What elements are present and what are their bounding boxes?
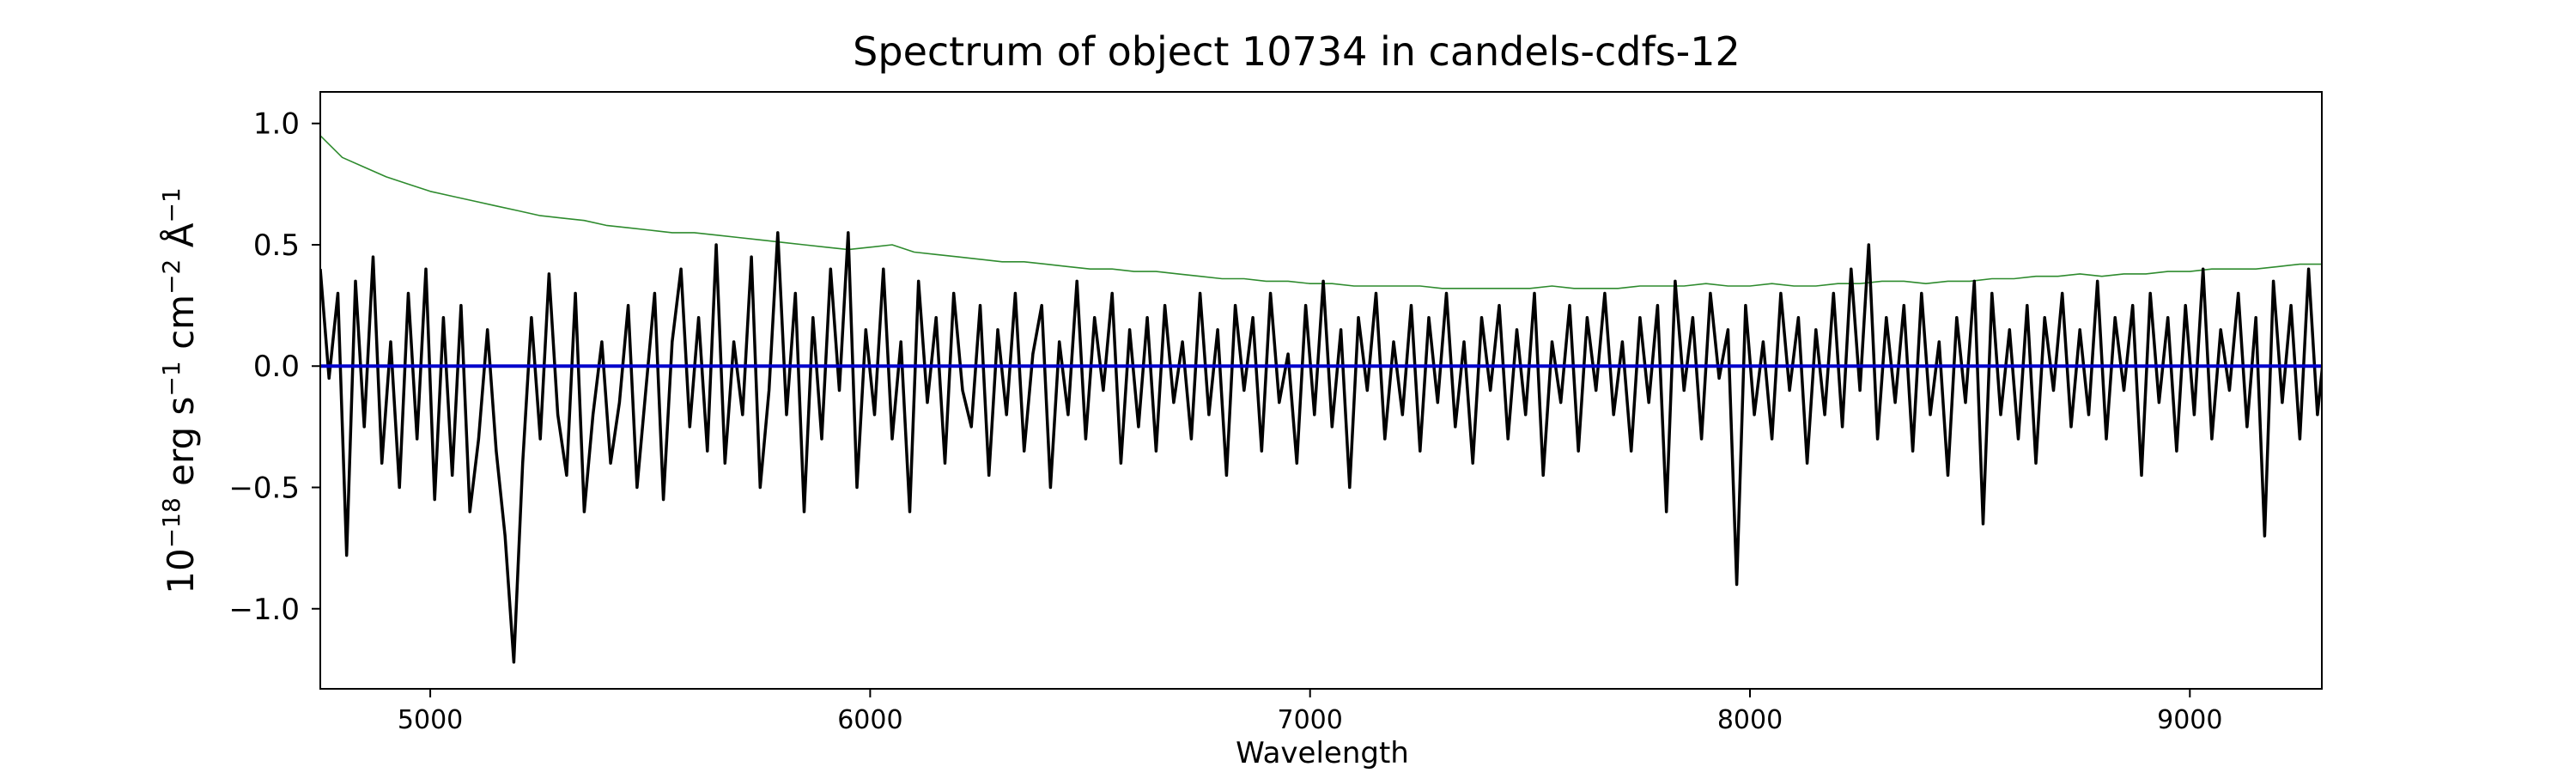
plot-area	[320, 135, 2322, 664]
y-label-text: 10	[160, 548, 202, 593]
y-tick-label: 0.0	[253, 350, 300, 384]
x-tick-label: 6000	[837, 705, 902, 735]
chart-title: Spectrum of object 10734 in candels-cdfs…	[853, 28, 1741, 75]
flux-line	[320, 231, 2322, 664]
y-tick-label: 1.0	[253, 107, 300, 142]
y-label-exponent: −1	[157, 361, 185, 396]
y-axis-ticks: −1.0 −0.5 0.0 0.5 1.0	[228, 107, 320, 627]
x-tick-label: 7000	[1278, 705, 1343, 735]
y-label-text: cm	[160, 295, 202, 361]
sky-spectrum-layer	[320, 135, 2322, 289]
x-tick-label: 9000	[2157, 705, 2222, 735]
x-tick-label: 5000	[398, 705, 463, 735]
x-tick-label: 8000	[1717, 705, 1783, 735]
y-tick-label: 0.5	[253, 228, 300, 263]
y-label-text: Å	[159, 222, 202, 259]
sky-line	[320, 135, 2322, 289]
plot-frame	[319, 91, 2323, 690]
flux-spectrum-layer	[320, 231, 2322, 664]
y-label-text: erg s	[160, 397, 202, 498]
y-tick-label: −1.0	[228, 593, 300, 627]
x-axis-ticks: 5000 6000 7000 8000 9000	[398, 689, 2222, 735]
x-axis-label: Wavelength	[1236, 736, 1409, 770]
y-tick-label: −0.5	[228, 472, 300, 506]
y-axis-label: 10−18 erg s−1 cm−2 Å−1	[157, 187, 203, 593]
y-label-exponent: −1	[157, 187, 185, 222]
y-label-exponent: −2	[157, 259, 185, 295]
y-label-exponent: −18	[157, 497, 185, 548]
